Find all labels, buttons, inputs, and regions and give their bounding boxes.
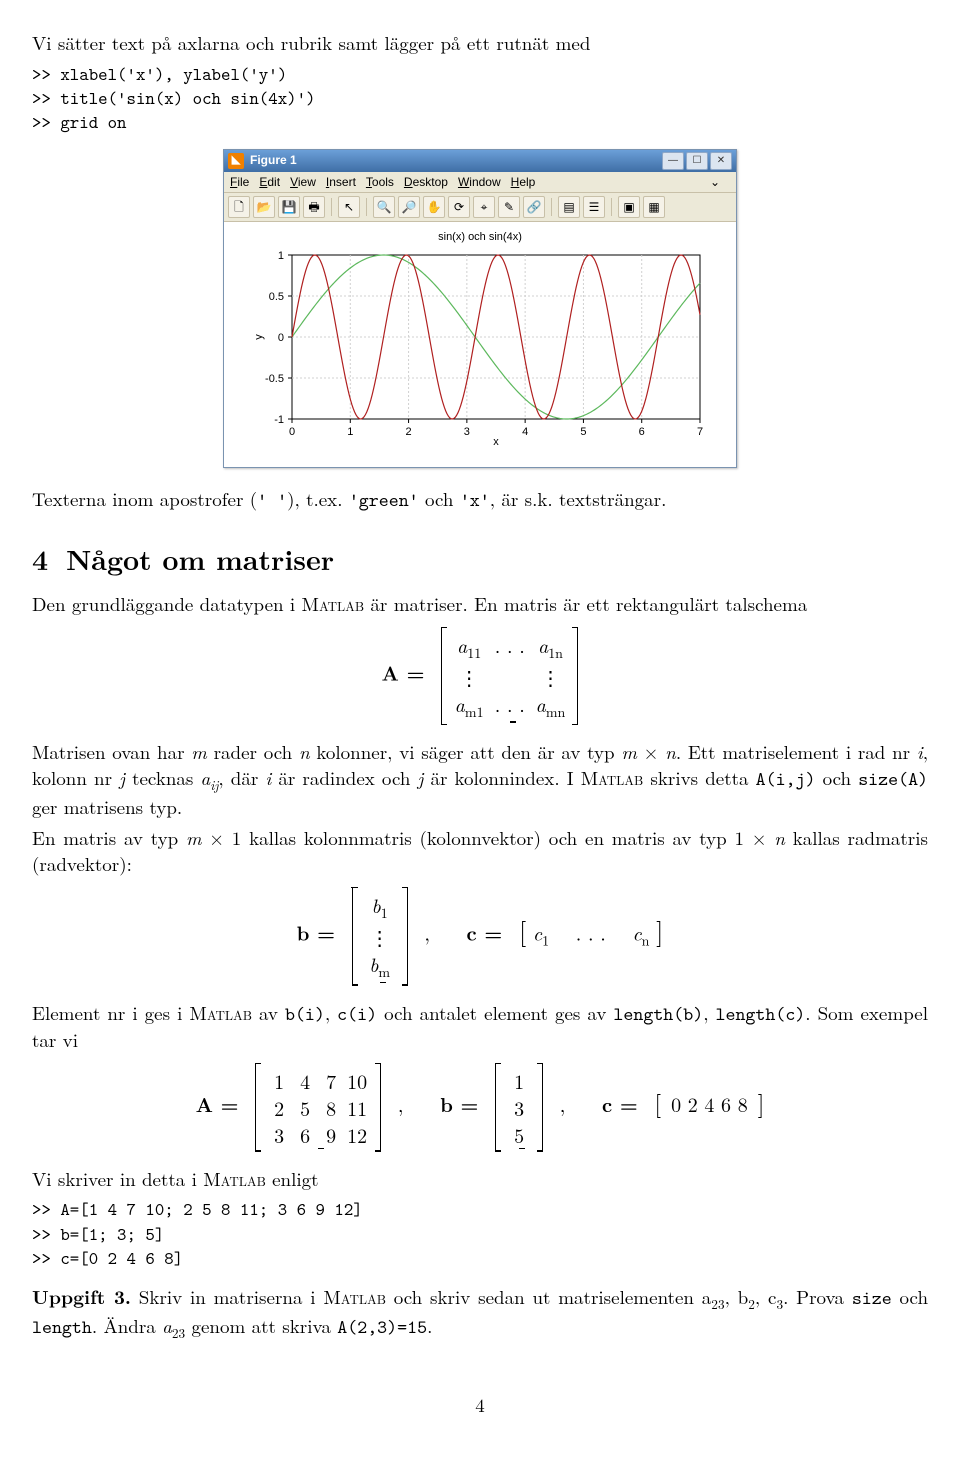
zoom-out-icon[interactable]: 🔎: [398, 196, 420, 218]
code-block-1: >> xlabel('x'), ylabel('y') >> title('si…: [32, 62, 928, 135]
menu-item-window[interactable]: Window: [458, 175, 501, 189]
maximize-button[interactable]: ☐: [686, 152, 708, 170]
toolbar-separator: [366, 198, 367, 216]
paragraph: Element nr i ges i Matlab av b(i), c(i) …: [32, 1000, 928, 1053]
save-icon[interactable]: 💾: [278, 196, 300, 218]
text: är matriser. En matris är ett rektangulä…: [364, 590, 807, 617]
open-icon[interactable]: 📂: [253, 196, 275, 218]
matrix-equation-A: A = a11 . . . a1n ⋮ ⋮ am1 . . . amn: [32, 627, 928, 726]
window-titlebar: ◣ Figure 1 — ☐ ✕: [224, 150, 736, 172]
lhs: A =: [382, 657, 425, 686]
show-tools-icon[interactable]: ▦: [643, 196, 665, 218]
bracket: [: [519, 911, 526, 948]
example-matrices: A = 147102581136912 , b = 135 , c = [ 0 …: [32, 1063, 928, 1152]
plot-area: sin(x) och sin(4x) 0 1 2 3 4 5 6 7 -1 -0.5 0 0.5 1 x y: [224, 222, 736, 467]
svg-text:-0.5: -0.5: [265, 373, 284, 385]
code-line: >> xlabel('x'), ylabel('y'): [32, 62, 287, 86]
svg-text:2: 2: [406, 426, 412, 438]
new-figure-icon[interactable]: 🗋: [228, 196, 250, 218]
window-title: Figure 1: [250, 152, 662, 168]
matrix-A-numeric: 147102581136912: [255, 1063, 381, 1152]
toolbar: 🗋 📂 💾 🖶 ↖ 🔍 🔎 ✋ ⟳ ⌖ ✎ 🔗 ▤ ☰ ▣ ▦: [224, 193, 736, 222]
svg-text:0: 0: [278, 332, 284, 344]
code-line: >> grid on: [32, 110, 127, 134]
code-block-2: >> A=[1 4 7 10; 2 5 8 11; 3 6 9 12] >> b…: [32, 1197, 928, 1270]
exercise-label: Uppgift 3.: [32, 1282, 131, 1310]
svg-text:5: 5: [580, 426, 586, 438]
vector-c-numeric: 0 2 4 6 8: [671, 1089, 748, 1118]
menu-overflow-icon[interactable]: ⌄: [710, 174, 720, 190]
plot-title: sin(x) och sin(4x): [234, 230, 726, 245]
text: Den grundläggande datatypen i: [32, 590, 302, 617]
svg-text:3: 3: [464, 426, 470, 438]
code-line: >> b=[1; 3; 5]: [32, 1222, 164, 1246]
print-icon[interactable]: 🖶: [303, 196, 325, 218]
section-heading: 4 Något om matriser: [32, 541, 928, 579]
matlab-icon: ◣: [228, 153, 244, 169]
vector-b-numeric: 135: [495, 1063, 543, 1152]
svg-text:0.5: 0.5: [269, 291, 284, 303]
svg-text:y: y: [253, 333, 265, 339]
code-line: >> A=[1 4 7 10; 2 5 8 11; 3 6 9 12]: [32, 1197, 363, 1221]
menu-item-tools[interactable]: Tools: [366, 175, 394, 189]
menu-item-help[interactable]: Help: [511, 175, 536, 189]
bracket: ]: [656, 911, 663, 948]
after-figure-paragraph: Texterna inom apostrofer (' '), t.ex. 'g…: [32, 486, 928, 514]
menu-item-file[interactable]: File: [230, 175, 249, 189]
matlab-name: Matlab: [302, 590, 365, 617]
svg-text:1: 1: [347, 426, 353, 438]
lhs: c =: [602, 1089, 638, 1118]
intro-paragraph: Vi sätter text på axlarna och rubrik sam…: [32, 30, 928, 56]
page-number: 4: [32, 1392, 928, 1418]
vector-b: b1 ⋮ bm: [352, 887, 408, 986]
pan-icon[interactable]: ✋: [423, 196, 445, 218]
code-line: >> c=[0 2 4 6 8]: [32, 1246, 183, 1270]
svg-text:0: 0: [289, 426, 295, 438]
hide-tools-icon[interactable]: ▣: [618, 196, 640, 218]
menu-item-desktop[interactable]: Desktop: [404, 175, 448, 189]
toolbar-separator: [331, 198, 332, 216]
paragraph: Den grundläggande datatypen i Matlab är …: [32, 591, 928, 617]
paragraph: Vi skriver in detta i Matlab enligt: [32, 1166, 928, 1192]
svg-text:-1: -1: [274, 414, 284, 426]
matlab-figure-window: ◣ Figure 1 — ☐ ✕ File Edit View Insert Tools…: [223, 149, 737, 468]
svg-text:x: x: [493, 436, 499, 448]
close-button[interactable]: ✕: [710, 152, 732, 170]
paragraph: En matris av typ m × 1 kallas kolonnmatr…: [32, 825, 928, 876]
svg-text:7: 7: [697, 426, 703, 438]
text: Texterna inom apostrofer (' '), t.ex. 'g…: [32, 485, 666, 512]
data-cursor-icon[interactable]: ⌖: [473, 196, 495, 218]
section-number: 4: [32, 539, 48, 579]
minimize-button[interactable]: —: [662, 152, 684, 170]
menubar: File Edit View Insert Tools Desktop Window Help…: [224, 172, 736, 193]
svg-text:1: 1: [278, 250, 284, 262]
lhs: b =: [297, 917, 335, 946]
menu-item-view[interactable]: View: [290, 175, 316, 189]
svg-text:6: 6: [639, 426, 645, 438]
menu-item-insert[interactable]: Insert: [326, 175, 356, 189]
toolbar-separator: [611, 198, 612, 216]
lhs: b =: [440, 1089, 478, 1118]
chart-svg: 0 1 2 3 4 5 6 7 -1 -0.5 0 0.5 1 x y: [250, 249, 710, 449]
zoom-in-icon[interactable]: 🔍: [373, 196, 395, 218]
section-title: Något om matriser: [66, 539, 334, 579]
exercise-paragraph: Uppgift 3. Skriv in matriserna i Matlab …: [32, 1284, 928, 1341]
toolbar-separator: [551, 198, 552, 216]
lhs: c =: [467, 917, 503, 946]
rotate-icon[interactable]: ⟳: [448, 196, 470, 218]
legend-icon[interactable]: ☰: [583, 196, 605, 218]
window-buttons: — ☐ ✕: [662, 152, 732, 170]
code-line: >> title('sin(x) och sin(4x)'): [32, 86, 316, 110]
colorbar-icon[interactable]: ▤: [558, 196, 580, 218]
svg-text:4: 4: [522, 426, 528, 438]
brush-icon[interactable]: ✎: [498, 196, 520, 218]
paragraph: Matrisen ovan har m rader och n kolonner…: [32, 739, 928, 819]
matrix-A-symbolic: a11 . . . a1n ⋮ ⋮ am1 . . . amn: [441, 627, 578, 726]
pointer-icon[interactable]: ↖: [338, 196, 360, 218]
vector-equation: b = b1 ⋮ bm , c = [ c1 . . . cn ]: [32, 887, 928, 986]
link-icon[interactable]: 🔗: [523, 196, 545, 218]
menu-item-edit[interactable]: Edit: [259, 175, 280, 189]
lhs: A =: [196, 1089, 239, 1118]
